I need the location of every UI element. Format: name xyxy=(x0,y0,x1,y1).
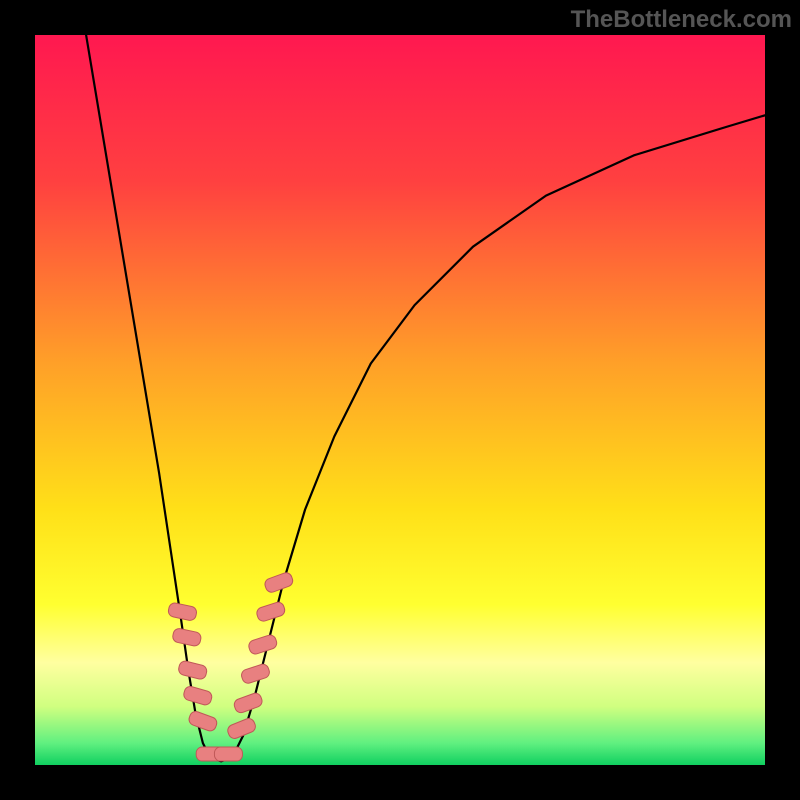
plot-svg xyxy=(35,35,765,765)
plot-area xyxy=(35,35,765,765)
plot-background xyxy=(35,35,765,765)
chart-stage: TheBottleneck.com xyxy=(0,0,800,800)
curve-marker xyxy=(214,747,242,761)
watermark-text: TheBottleneck.com xyxy=(571,6,792,34)
